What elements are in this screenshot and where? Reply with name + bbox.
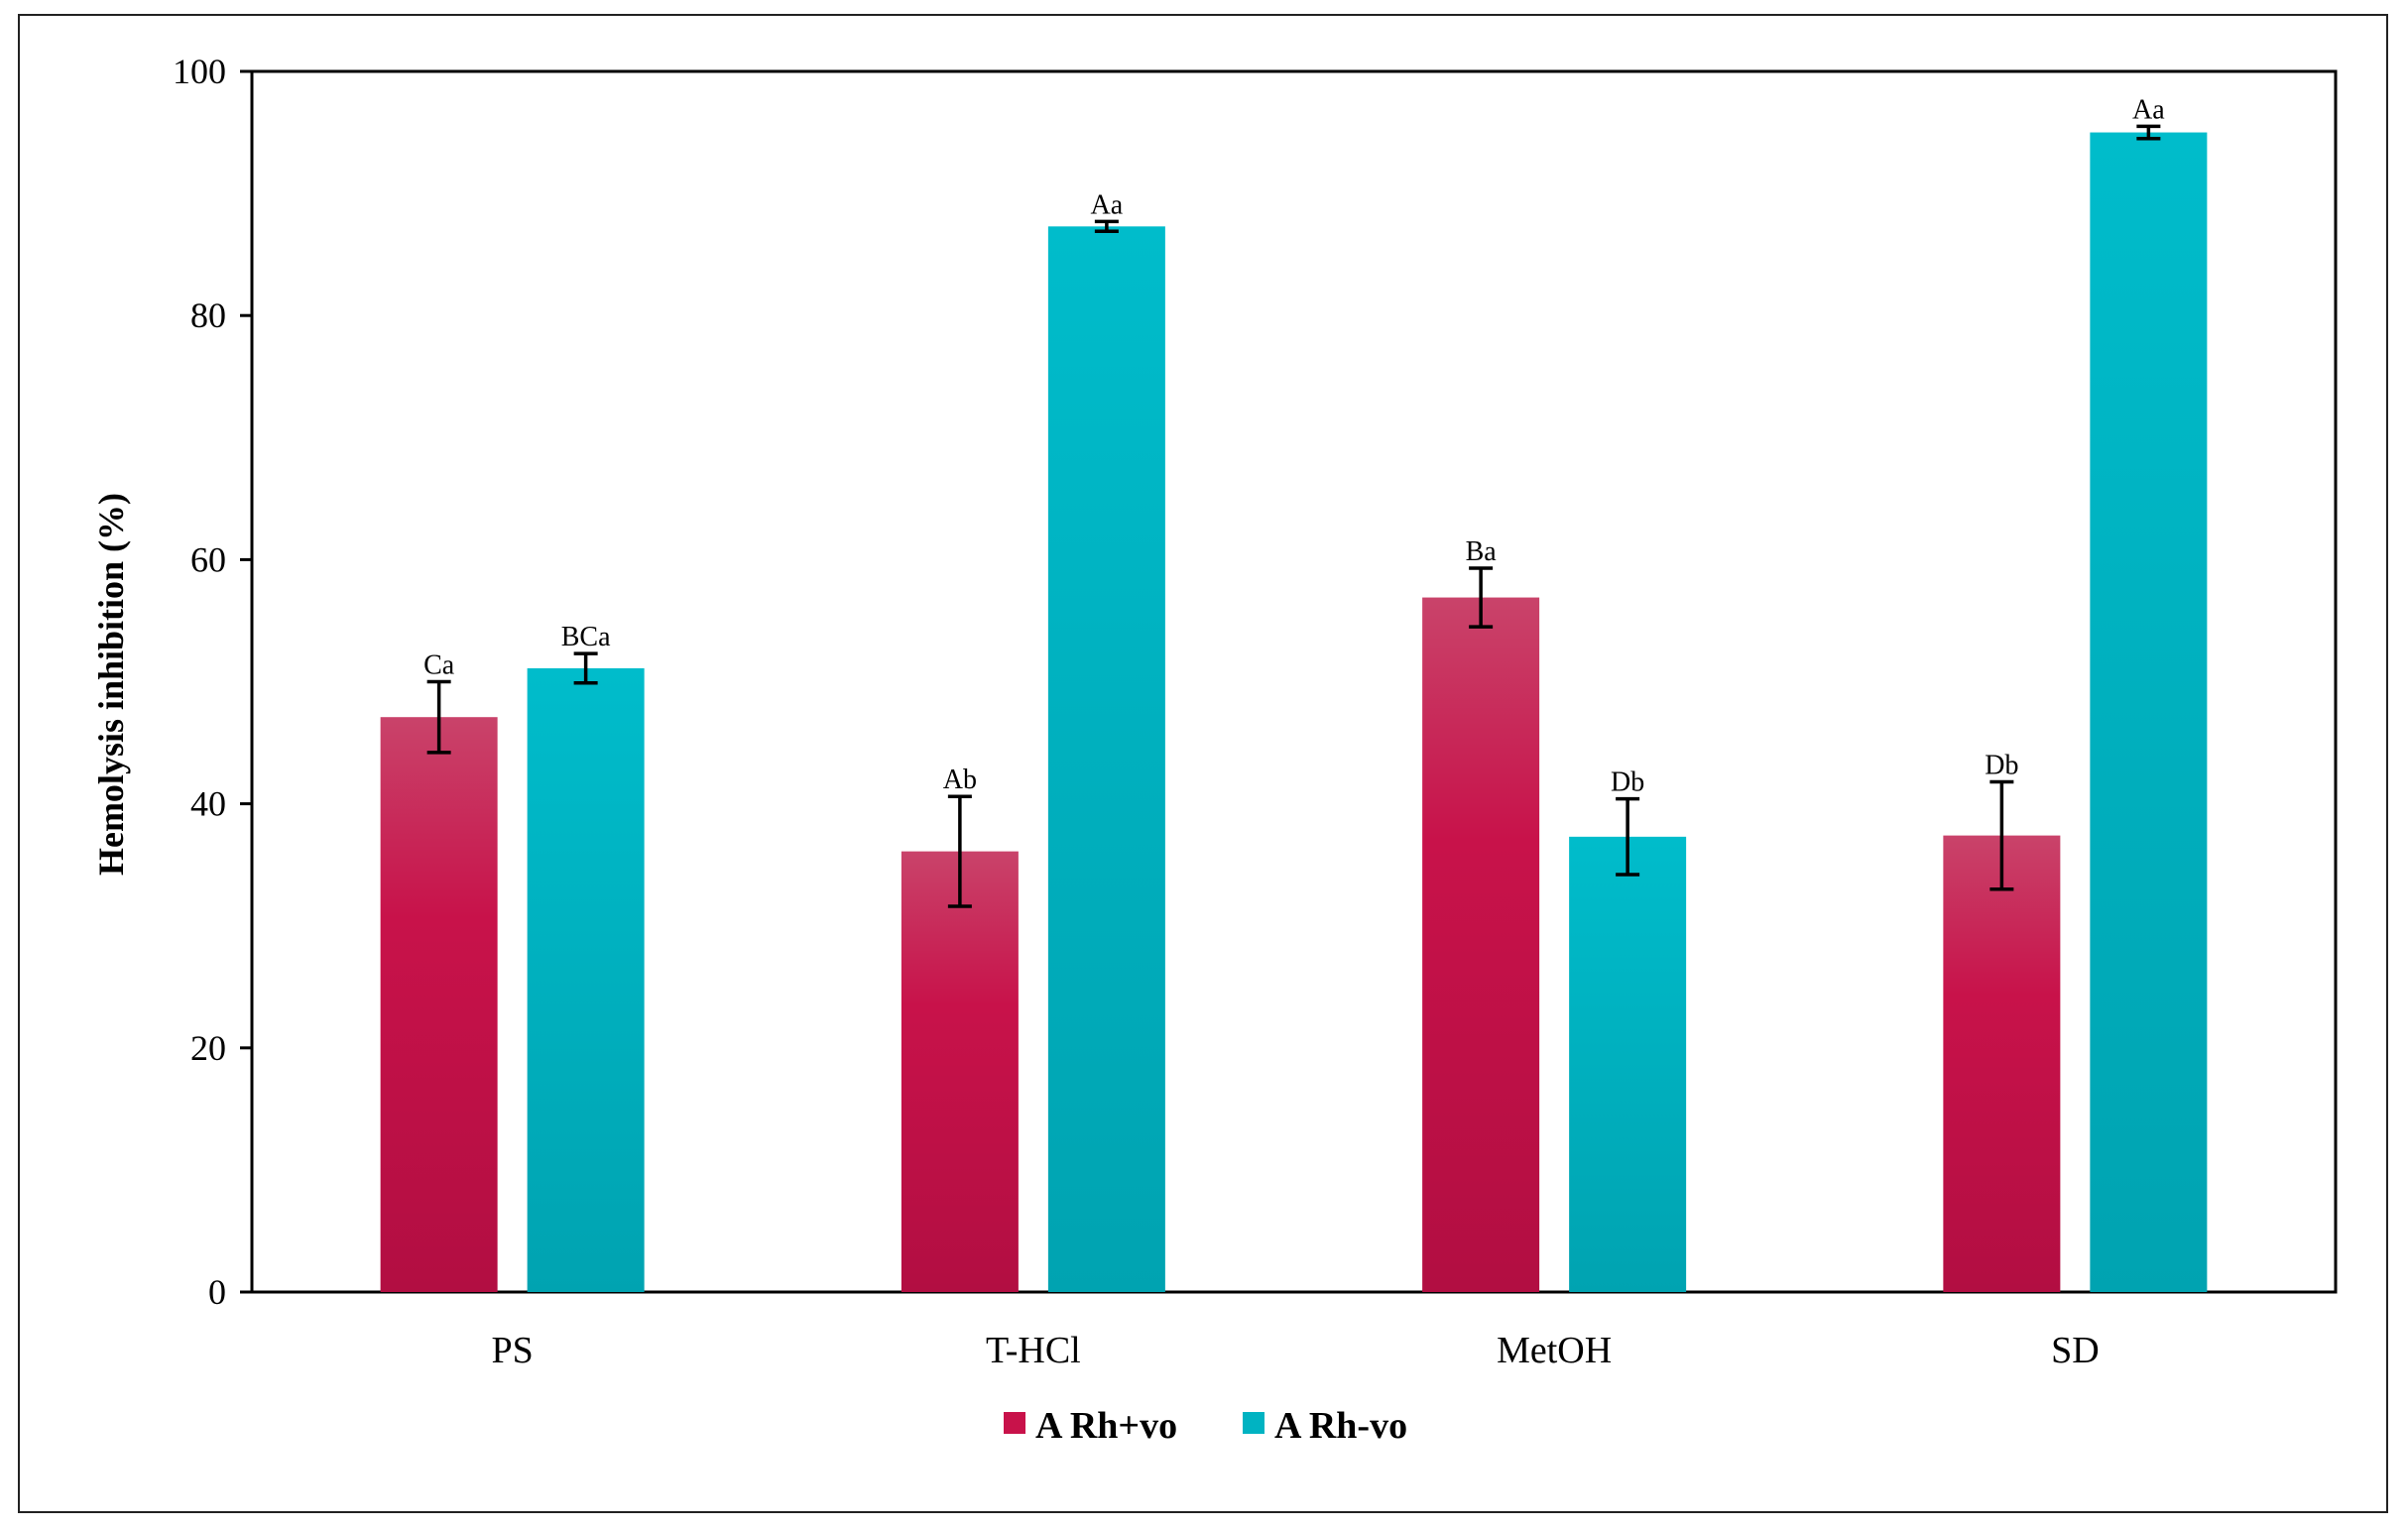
legend-label: A Rh+vo xyxy=(1035,1405,1177,1447)
legend: A Rh+vo A Rh-vo xyxy=(1004,1405,1407,1447)
y-axis-title: Hemolysis inhibition (%) xyxy=(91,493,131,876)
bar-rh-plus xyxy=(380,717,498,1292)
y-tick-label: 20 xyxy=(190,1028,226,1068)
significance-label: BCa xyxy=(561,622,611,652)
bar-rh-minus xyxy=(1569,836,1687,1292)
bars-layer xyxy=(380,124,2208,1292)
x-category-label: PS xyxy=(491,1330,533,1371)
significance-label: Aa xyxy=(2132,94,2165,125)
legend-label: A Rh-vo xyxy=(1274,1405,1407,1447)
significance-label: Db xyxy=(1611,767,1644,798)
y-tick-label: 40 xyxy=(190,784,226,824)
significance-label: Ba xyxy=(1466,536,1498,567)
legend-swatch xyxy=(1004,1412,1025,1434)
significance-label: Aa xyxy=(1091,189,1124,220)
significance-label: Db xyxy=(1985,750,2018,780)
x-category-label: MetOH xyxy=(1497,1330,1612,1371)
bar-rh-plus xyxy=(1943,835,2061,1292)
bar-rh-plus xyxy=(901,851,1019,1292)
plot-area: 0 20 40 60 80 100 xyxy=(173,52,2338,1312)
y-tick-label: 100 xyxy=(173,52,226,91)
plot-border xyxy=(250,69,2338,1294)
bar-rh-minus xyxy=(527,667,645,1292)
legend-swatch xyxy=(1243,1412,1264,1434)
x-category-label: T-HCl xyxy=(986,1330,1081,1371)
significance-label: Ca xyxy=(423,650,455,681)
bar-rh-plus xyxy=(1422,597,1540,1292)
bar-rh-minus xyxy=(2090,132,2208,1292)
bar-rh-minus xyxy=(1047,226,1165,1292)
labels-layer: PS Ca BCa T-HCl Ab Aa MetOH Ba Db SD Db Aa xyxy=(423,94,2165,1371)
y-tick-label: 60 xyxy=(190,539,226,579)
y-tick-label: 0 xyxy=(208,1272,226,1312)
x-category-label: SD xyxy=(2051,1330,2100,1371)
significance-label: Ab xyxy=(943,765,977,795)
y-tick-label: 80 xyxy=(190,295,226,335)
